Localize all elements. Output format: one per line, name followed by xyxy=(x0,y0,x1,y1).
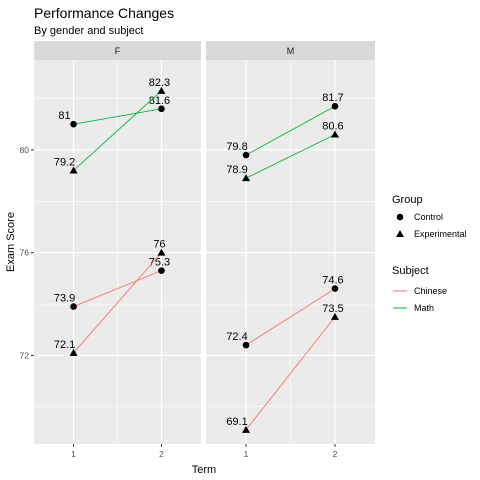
data-point xyxy=(242,174,251,182)
y-tick-label: 76 xyxy=(20,248,30,258)
data-point xyxy=(158,267,165,274)
data-label: 80.6 xyxy=(322,120,343,132)
chart-title: Performance Changes xyxy=(34,5,174,21)
data-point xyxy=(70,120,77,128)
data-label: 78.9 xyxy=(226,164,247,176)
facet-panel-m: M xyxy=(206,41,375,444)
series-f-chinese-control: 73.9 75.3 xyxy=(54,257,170,310)
data-point xyxy=(157,86,166,94)
legend-key-triangle xyxy=(396,230,404,237)
facet-strip xyxy=(206,41,375,60)
y-tick-label: 72 xyxy=(20,350,30,360)
data-point xyxy=(331,285,339,292)
data-point xyxy=(69,348,78,356)
series-line xyxy=(73,90,162,171)
data-point xyxy=(70,303,77,310)
data-label: 73.9 xyxy=(54,293,75,305)
data-label: 76 xyxy=(153,239,165,251)
data-point xyxy=(69,166,78,174)
x-tick-label: 1 xyxy=(244,449,249,459)
data-point xyxy=(158,105,165,113)
legend-subject-label: Chinese xyxy=(414,286,447,296)
legend-group-label: Experimental xyxy=(414,229,467,239)
data-label: 74.6 xyxy=(322,275,343,287)
series-line xyxy=(73,108,162,125)
data-point xyxy=(157,248,166,256)
x-tick-label: 2 xyxy=(159,449,164,459)
data-label: 81.7 xyxy=(322,92,343,104)
y-axis: 72 76 80 xyxy=(20,145,34,360)
series-f-chinese-experimental: 72.1 76 xyxy=(54,239,166,356)
data-point xyxy=(242,425,251,433)
series-f-math-control: 81 81.6 xyxy=(58,95,170,128)
series-line xyxy=(73,270,162,307)
data-point xyxy=(330,312,339,320)
data-point xyxy=(242,341,250,349)
data-label: 72.1 xyxy=(54,339,75,351)
series-line xyxy=(245,134,336,179)
legend-key-circle xyxy=(396,213,404,221)
legend-group-title: Group xyxy=(392,194,423,206)
series-line xyxy=(245,288,336,346)
legend-subject-label: Math xyxy=(414,303,434,313)
facet-panel-f: F xyxy=(34,41,201,444)
chart-subtitle: By gender and subject xyxy=(34,25,143,37)
series-m-chinese-experimental: 69.1 73.5 xyxy=(226,303,344,433)
series-line xyxy=(245,105,336,156)
facet-panels: F M 81 81.6 79.2 82.3 73.9 75.3 72.1 76 79.8 81.7 78… xyxy=(34,41,375,444)
data-point xyxy=(331,102,339,110)
data-label: 72.4 xyxy=(226,331,247,343)
x-tick-label: 2 xyxy=(333,449,338,459)
legend-group-label: Control xyxy=(414,212,443,222)
y-axis-title: Exam Score xyxy=(5,212,17,272)
x-axis-title: Term xyxy=(192,464,216,476)
x-axis: 1 2 1 2 xyxy=(71,444,338,459)
legend: Group Subject Control Experimental Chinese… xyxy=(392,194,467,313)
data-label: 79.2 xyxy=(54,156,75,168)
series-line xyxy=(73,252,162,354)
data-label: 75.3 xyxy=(149,257,170,269)
series-m-math-experimental: 78.9 80.6 xyxy=(226,120,344,182)
data-point xyxy=(330,130,339,138)
data-label: 81.6 xyxy=(149,95,170,107)
x-tick-label: 1 xyxy=(71,449,76,459)
series-m-chinese-control: 72.4 74.6 xyxy=(226,275,344,349)
series-m-math-control: 79.8 81.7 xyxy=(226,92,344,159)
data-label: 69.1 xyxy=(226,416,247,428)
data-label: 73.5 xyxy=(322,303,343,315)
data-point xyxy=(242,151,250,159)
data-label: 82.3 xyxy=(149,77,170,89)
data-label: 81 xyxy=(58,110,70,122)
series-line xyxy=(245,316,336,431)
data-label: 79.8 xyxy=(226,141,247,153)
y-tick-label: 80 xyxy=(20,145,30,155)
series-f-math-experimental: 79.2 82.3 xyxy=(54,77,170,174)
facet-strip-label: M xyxy=(287,46,295,56)
facet-strip-label: F xyxy=(115,46,121,56)
legend-subject-title: Subject xyxy=(392,265,429,277)
facet-strip xyxy=(34,41,201,60)
